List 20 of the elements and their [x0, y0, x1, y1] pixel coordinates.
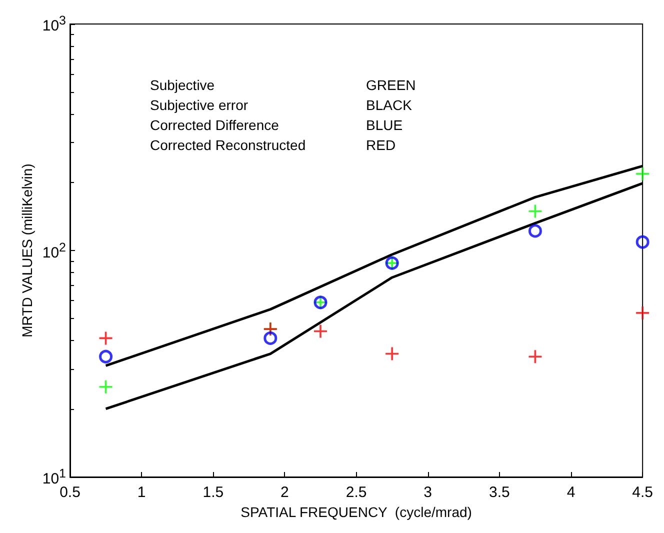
x-tick-label: 3.5: [489, 484, 510, 501]
x-tick-label: 4: [566, 484, 576, 501]
x-tick-label: 1: [137, 484, 146, 501]
annotation: Subjective error: [150, 97, 248, 113]
annotation: Corrected Difference: [150, 117, 280, 133]
annotation: Subjective: [150, 77, 215, 93]
annotation: BLUE: [366, 117, 403, 133]
y-tick-label: 10$^{3}$: [42, 14, 66, 34]
annotation: RED: [366, 137, 396, 153]
y-tick-label: 10$^{2}$: [42, 240, 66, 261]
annotation: BLACK: [366, 97, 413, 113]
x-tick-label: 4.5: [632, 484, 654, 501]
x-tick-label: 2: [280, 484, 289, 501]
x-tick-label: 2.5: [346, 484, 367, 501]
x-tick-label: 3: [424, 484, 432, 501]
annotation: GREEN: [366, 77, 416, 93]
x-tick-label: 1.5: [202, 484, 224, 501]
x-axis-title: SPATIAL FREQUENCY (cycle/mrad): [240, 504, 472, 520]
y-axis-title: MRTD VALUES (milliKelvin): [19, 164, 35, 338]
annotation: Corrected Reconstructed: [150, 137, 306, 153]
